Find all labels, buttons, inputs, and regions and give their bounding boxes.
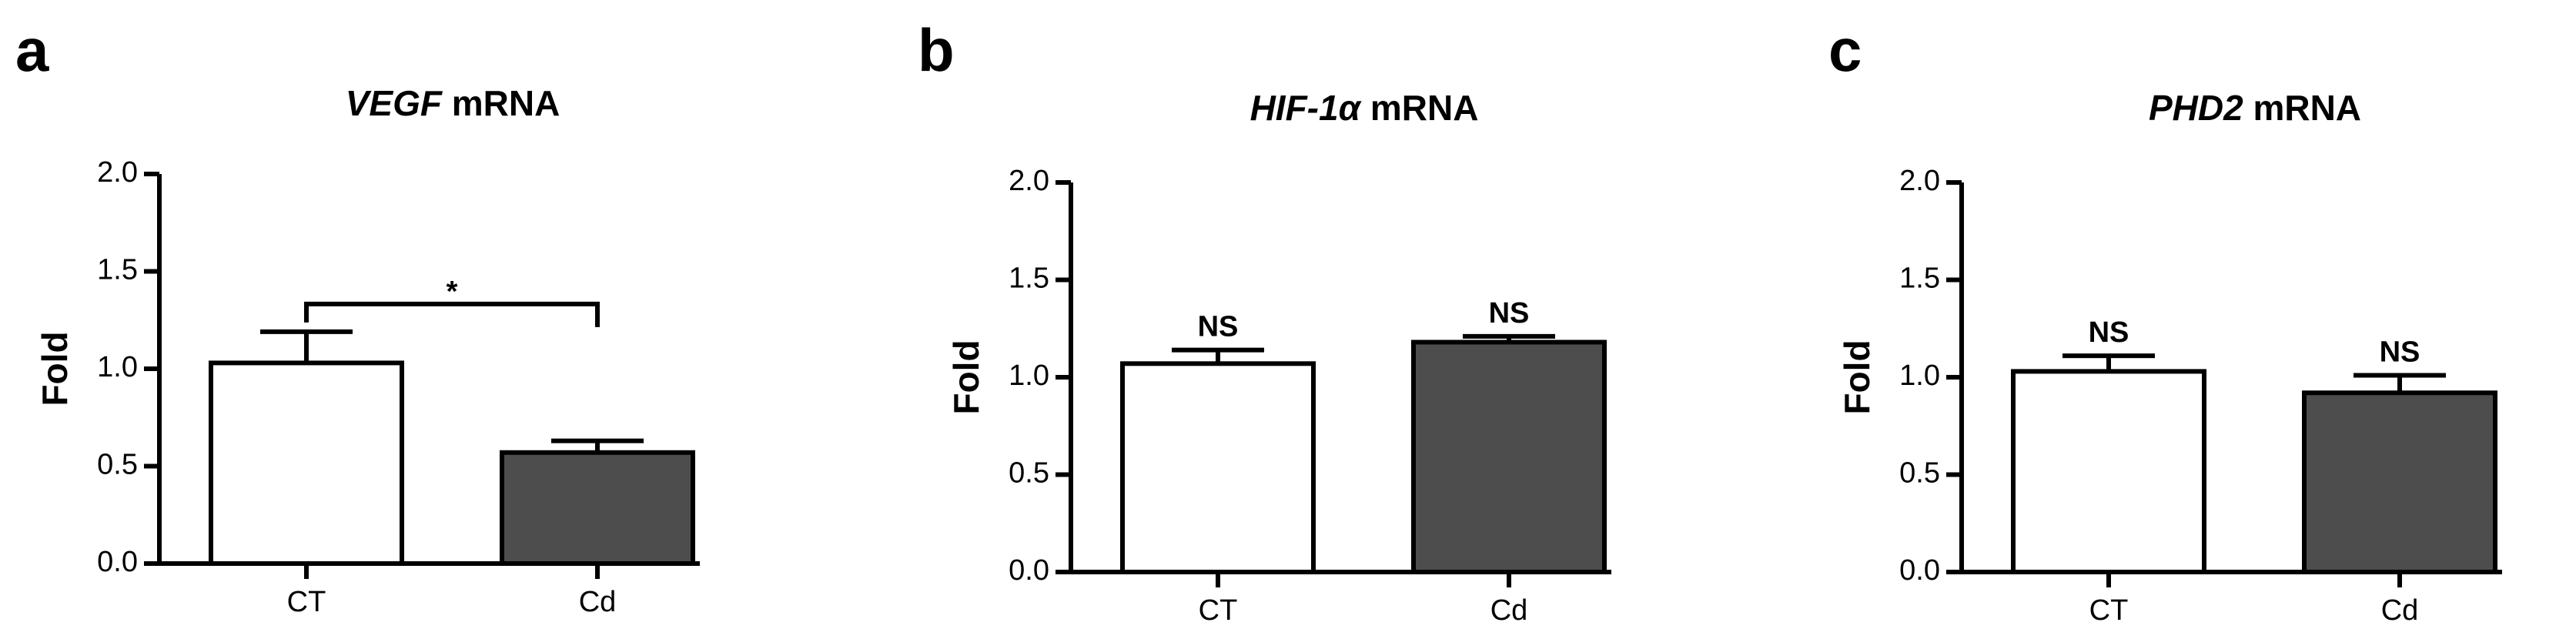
bar	[500, 450, 695, 566]
x-tick-label: CT	[2089, 594, 2129, 627]
y-tick-label: 2.0	[1899, 165, 1940, 197]
significance-label: NS	[2089, 316, 2129, 349]
title-rest: mRNA	[2253, 88, 2361, 128]
y-tick-label: 0.5	[97, 449, 138, 481]
bar	[2302, 390, 2497, 574]
significance-star: *	[447, 276, 458, 308]
x-tick-label: Cd	[2381, 594, 2419, 627]
significance-label: NS	[2380, 336, 2420, 368]
title-gene: PHD2	[2149, 88, 2243, 128]
y-tick-label: 0.5	[1899, 457, 1940, 490]
title-gene: HIF-1α	[1250, 88, 1363, 128]
chart-title: HIF-1α mRNA	[1250, 88, 1479, 128]
bar	[1411, 340, 1607, 574]
x-tick-label: Cd	[579, 586, 617, 618]
panel-letter: c	[1828, 16, 1862, 84]
y-axis-label: Fold	[946, 340, 986, 414]
significance-label: NS	[1489, 297, 1530, 330]
panel-letter: b	[918, 16, 955, 84]
y-tick-label: 2.0	[97, 156, 138, 189]
y-tick-label: 0.5	[1009, 457, 1049, 490]
y-axis-label: Fold	[1837, 340, 1877, 414]
y-tick-label: 0.0	[97, 546, 138, 578]
bar	[209, 360, 404, 566]
y-tick-label: 1.0	[1899, 360, 1940, 392]
y-tick-label: 1.5	[97, 254, 138, 286]
bar	[2011, 369, 2206, 574]
y-tick-label: 1.0	[97, 351, 138, 383]
bar	[1120, 361, 1316, 574]
title-rest: mRNA	[452, 83, 560, 123]
significance-label: NS	[1198, 311, 1239, 343]
y-tick-label: 1.5	[1899, 263, 1940, 295]
x-tick-label: Cd	[1490, 594, 1528, 627]
x-tick-label: CT	[1199, 594, 1238, 627]
y-axis-label: Fold	[35, 331, 75, 406]
title-rest: mRNA	[1370, 88, 1479, 128]
chart-title: PHD2 mRNA	[2149, 88, 2361, 128]
y-tick-label: 1.0	[1009, 360, 1049, 392]
y-tick-label: 0.0	[1899, 554, 1940, 587]
chart-title: VEGF mRNA	[346, 83, 560, 123]
panel-letter: a	[15, 16, 49, 84]
y-tick-label: 1.5	[1009, 263, 1049, 295]
significance-bracket	[304, 301, 600, 327]
x-tick-label: CT	[287, 586, 326, 618]
y-tick-label: 0.0	[1009, 554, 1049, 587]
title-gene: VEGF	[346, 83, 443, 123]
y-tick-label: 2.0	[1009, 165, 1049, 197]
